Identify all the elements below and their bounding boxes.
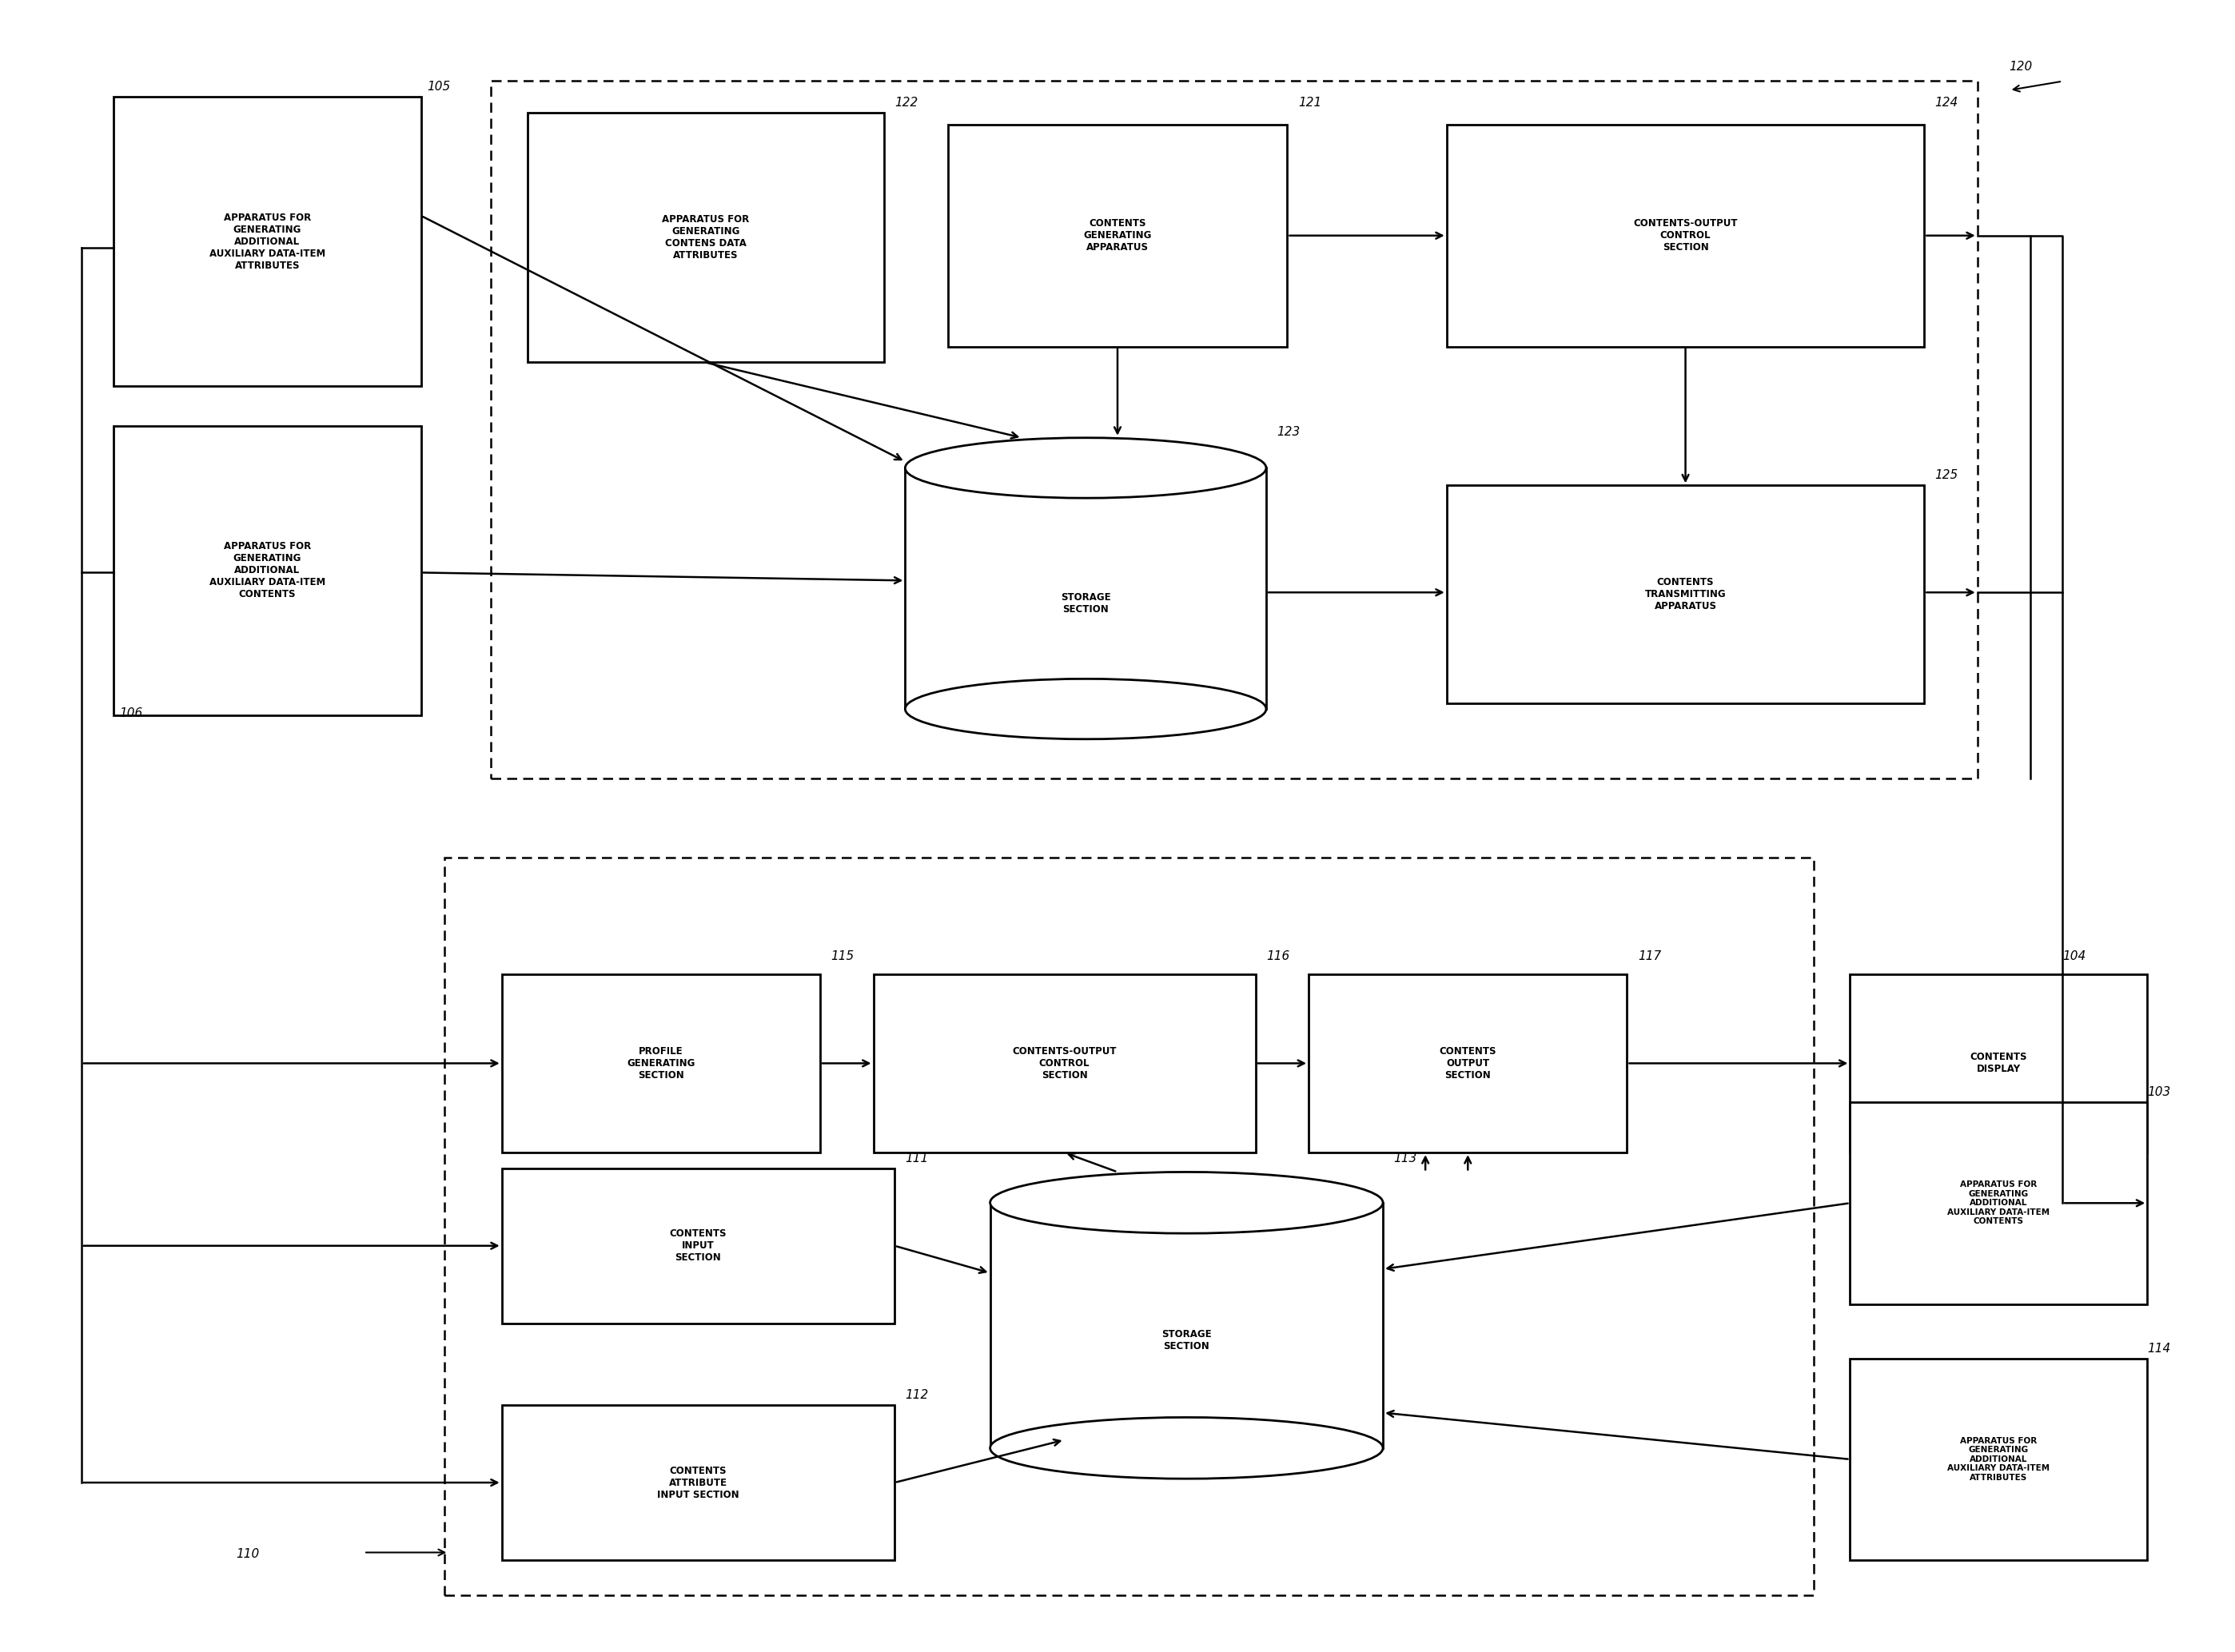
- Bar: [1851, 1102, 2148, 1303]
- Text: APPARATUS FOR
GENERATING
ADDITIONAL
AUXILIARY DATA-ITEM
CONTENTS: APPARATUS FOR GENERATING ADDITIONAL AUXI…: [1947, 1181, 2049, 1226]
- Bar: [905, 468, 1265, 709]
- Text: 120: 120: [2009, 61, 2032, 73]
- Ellipse shape: [990, 1171, 1383, 1234]
- Ellipse shape: [905, 679, 1267, 738]
- Text: 111: 111: [905, 1151, 928, 1165]
- Text: STORAGE
SECTION: STORAGE SECTION: [1062, 593, 1111, 615]
- Ellipse shape: [905, 438, 1267, 497]
- Text: 112: 112: [905, 1389, 928, 1401]
- Bar: [501, 1168, 894, 1323]
- Text: APPARATUS FOR
GENERATING
ADDITIONAL
AUXILIARY DATA-ITEM
CONTENTS: APPARATUS FOR GENERATING ADDITIONAL AUXI…: [210, 542, 324, 600]
- Text: 124: 124: [1936, 97, 1958, 109]
- Text: CONTENTS
TRANSMITTING
APPARATUS: CONTENTS TRANSMITTING APPARATUS: [1645, 577, 1725, 611]
- Bar: [114, 97, 420, 387]
- Bar: [1851, 975, 2148, 1153]
- Bar: [1851, 1358, 2148, 1559]
- Text: 122: 122: [894, 97, 919, 109]
- Text: CONTENTS
GENERATING
APPARATUS: CONTENTS GENERATING APPARATUS: [1084, 218, 1151, 253]
- Text: 113: 113: [1395, 1151, 1417, 1165]
- Bar: [874, 975, 1256, 1153]
- Text: PROFILE
GENERATING
SECTION: PROFILE GENERATING SECTION: [626, 1046, 695, 1080]
- Text: 114: 114: [2148, 1343, 2170, 1355]
- Bar: [445, 857, 1815, 1596]
- Bar: [990, 1203, 1383, 1449]
- Text: 125: 125: [1936, 469, 1958, 481]
- Text: 123: 123: [1276, 426, 1301, 438]
- Text: 116: 116: [1265, 950, 1290, 963]
- Text: APPARATUS FOR
GENERATING
ADDITIONAL
AUXILIARY DATA-ITEM
ATTRIBUTES: APPARATUS FOR GENERATING ADDITIONAL AUXI…: [1947, 1437, 2049, 1482]
- Text: CONTENTS
OUTPUT
SECTION: CONTENTS OUTPUT SECTION: [1439, 1046, 1497, 1080]
- Text: CONTENTS
DISPLAY: CONTENTS DISPLAY: [1969, 1052, 2027, 1074]
- Bar: [492, 81, 1978, 778]
- Bar: [948, 124, 1287, 347]
- Text: 110: 110: [237, 1548, 259, 1559]
- Text: STORAGE
SECTION: STORAGE SECTION: [1162, 1330, 1211, 1351]
- Bar: [501, 975, 820, 1153]
- Text: APPARATUS FOR
GENERATING
ADDITIONAL
AUXILIARY DATA-ITEM
ATTRIBUTES: APPARATUS FOR GENERATING ADDITIONAL AUXI…: [210, 213, 324, 271]
- Text: 103: 103: [2148, 1087, 2170, 1099]
- Text: 104: 104: [2063, 950, 2085, 963]
- Text: 121: 121: [1299, 97, 1321, 109]
- Text: 106: 106: [118, 707, 143, 719]
- Text: CONTENTS
INPUT
SECTION: CONTENTS INPUT SECTION: [670, 1229, 726, 1264]
- Text: CONTENTS
ATTRIBUTE
INPUT SECTION: CONTENTS ATTRIBUTE INPUT SECTION: [657, 1465, 740, 1500]
- Text: CONTENTS-OUTPUT
CONTROL
SECTION: CONTENTS-OUTPUT CONTROL SECTION: [1012, 1046, 1118, 1080]
- Bar: [501, 1404, 894, 1559]
- Text: APPARATUS FOR
GENERATING
CONTENS DATA
ATTRIBUTES: APPARATUS FOR GENERATING CONTENS DATA AT…: [662, 215, 749, 261]
- Text: 105: 105: [427, 81, 451, 93]
- Bar: [1446, 124, 1924, 347]
- Bar: [114, 426, 420, 715]
- Text: CONTENTS-OUTPUT
CONTROL
SECTION: CONTENTS-OUTPUT CONTROL SECTION: [1634, 218, 1737, 253]
- Ellipse shape: [990, 1417, 1383, 1479]
- Text: 115: 115: [831, 950, 854, 963]
- Bar: [1310, 975, 1627, 1153]
- Text: 117: 117: [1638, 950, 1661, 963]
- Bar: [1446, 486, 1924, 704]
- Bar: [527, 112, 885, 362]
